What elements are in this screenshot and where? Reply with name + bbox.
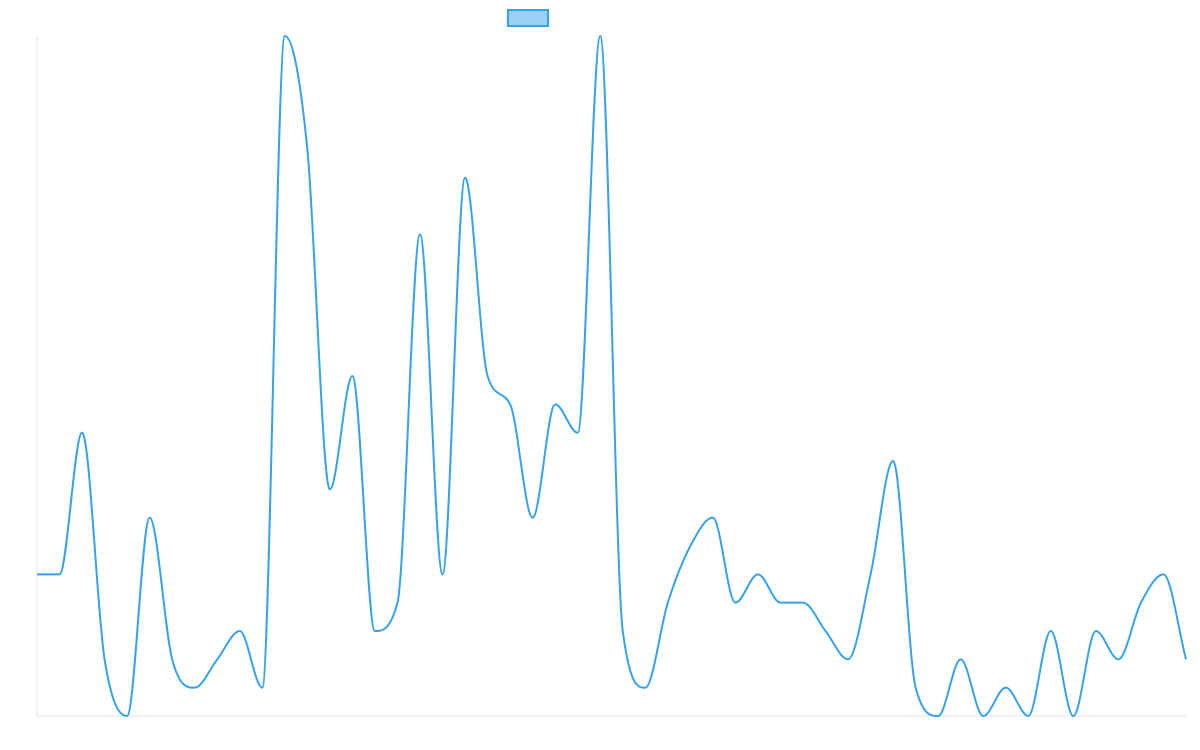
data-point-32[interactable]	[755, 571, 761, 577]
data-point-28[interactable]	[665, 600, 671, 606]
data-point-8[interactable]	[214, 656, 220, 662]
data-point-19[interactable]	[462, 175, 468, 181]
data-point-24[interactable]	[575, 430, 581, 436]
data-point-41[interactable]	[958, 656, 964, 662]
data-point-7[interactable]	[192, 685, 198, 691]
data-point-33[interactable]	[777, 600, 783, 606]
legend-swatch[interactable]	[507, 9, 549, 27]
data-point-34[interactable]	[800, 600, 806, 606]
data-point-50[interactable]	[1160, 571, 1166, 577]
data-point-16[interactable]	[394, 600, 400, 606]
data-point-29[interactable]	[687, 543, 693, 549]
data-point-26[interactable]	[620, 628, 626, 634]
data-point-38[interactable]	[890, 458, 896, 464]
data-point-40[interactable]	[935, 713, 941, 719]
data-point-12[interactable]	[304, 146, 310, 152]
data-point-10[interactable]	[259, 685, 265, 691]
data-point-11[interactable]	[282, 33, 288, 39]
data-point-45[interactable]	[1048, 628, 1054, 634]
data-point-23[interactable]	[552, 401, 558, 407]
data-point-35[interactable]	[823, 628, 829, 634]
legend[interactable]	[507, 9, 549, 27]
data-point-13[interactable]	[327, 486, 333, 492]
data-point-30[interactable]	[710, 515, 716, 521]
data-point-5[interactable]	[147, 515, 153, 521]
data-point-2[interactable]	[79, 430, 85, 436]
data-point-43[interactable]	[1003, 685, 1009, 691]
data-point-6[interactable]	[169, 656, 175, 662]
data-point-20[interactable]	[485, 373, 491, 379]
data-point-37[interactable]	[868, 571, 874, 577]
data-point-36[interactable]	[845, 656, 851, 662]
data-point-42[interactable]	[980, 713, 986, 719]
data-point-17[interactable]	[417, 231, 423, 237]
data-point-21[interactable]	[507, 401, 513, 407]
data-point-46[interactable]	[1070, 713, 1076, 719]
data-point-25[interactable]	[597, 33, 603, 39]
series-line	[37, 35, 1187, 717]
data-point-51[interactable]	[1183, 656, 1189, 662]
data-point-31[interactable]	[732, 600, 738, 606]
data-point-47[interactable]	[1093, 628, 1099, 634]
data-point-1[interactable]	[57, 571, 63, 577]
data-point-0[interactable]	[34, 571, 40, 577]
series-layer	[34, 33, 1189, 719]
data-point-4[interactable]	[124, 713, 130, 719]
axes	[36, 36, 1186, 717]
data-point-49[interactable]	[1138, 600, 1144, 606]
data-point-18[interactable]	[440, 571, 446, 577]
data-point-48[interactable]	[1115, 656, 1121, 662]
data-point-14[interactable]	[349, 373, 355, 379]
data-point-27[interactable]	[642, 685, 648, 691]
data-point-3[interactable]	[102, 656, 108, 662]
data-point-39[interactable]	[913, 685, 919, 691]
data-point-44[interactable]	[1025, 713, 1031, 719]
data-point-9[interactable]	[237, 628, 243, 634]
data-point-22[interactable]	[530, 515, 536, 521]
data-point-15[interactable]	[372, 628, 378, 634]
